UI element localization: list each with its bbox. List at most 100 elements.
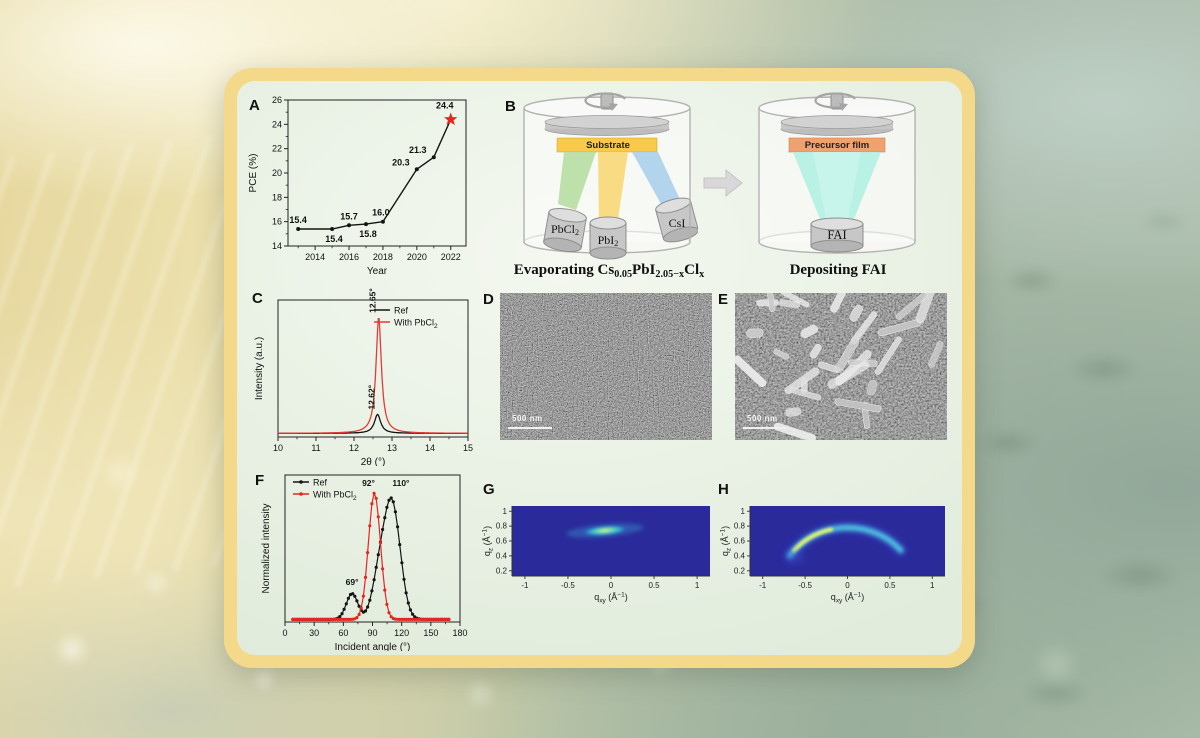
chamber-walls	[523, 108, 691, 242]
svg-text:1: 1	[930, 581, 935, 590]
svg-text:2θ (°): 2θ (°)	[361, 457, 386, 466]
svg-text:15: 15	[463, 443, 473, 453]
svg-text:13: 13	[387, 443, 397, 453]
giwaxs-map-arc: -1 -0.5 0 0.5 1 0.2 0.4 0.6 0.8 1 qxy (Å−1) qz (Å−1…	[720, 506, 945, 605]
scalebar-line-d	[508, 427, 552, 429]
svg-text:1: 1	[741, 507, 746, 516]
svg-text:69°: 69°	[346, 577, 359, 587]
rotation-arrowhead-icon	[609, 103, 618, 111]
crucible-fai	[810, 217, 864, 253]
svg-text:16: 16	[272, 217, 282, 227]
svg-text:15.4: 15.4	[325, 234, 343, 244]
incident-angle-chart: 0 30 60 90 120 150 180 Incident angle (°) Normal…	[261, 474, 468, 651]
svg-text:2018: 2018	[373, 252, 393, 262]
panel-a-label: A	[249, 97, 260, 114]
svg-text:0.2: 0.2	[734, 566, 746, 575]
svg-text:qxy (Å−1): qxy (Å−1)	[594, 592, 627, 605]
svg-text:18: 18	[272, 192, 282, 202]
rotating-disc-top	[544, 115, 670, 129]
svg-text:0.4: 0.4	[734, 551, 746, 560]
fai-source-label: FAI	[827, 228, 847, 242]
svg-text:24: 24	[272, 119, 282, 129]
svg-text:92°: 92°	[362, 478, 375, 488]
sem-grain-texture	[500, 293, 712, 440]
svg-text:Normalized intensity: Normalized intensity	[261, 503, 272, 593]
svg-text:2022: 2022	[441, 252, 461, 262]
svg-text:21.3: 21.3	[409, 145, 427, 155]
panel-b-label: B	[505, 98, 516, 115]
svg-text:10: 10	[273, 443, 283, 453]
svg-text:180: 180	[452, 628, 467, 638]
pbi2-source-label: PbI2	[597, 233, 619, 249]
scalebar-line-e	[743, 427, 787, 429]
svg-text:90: 90	[367, 628, 377, 638]
svg-text:24.4: 24.4	[436, 100, 454, 110]
svg-text:1: 1	[503, 507, 508, 516]
beam-yellow-pbi2	[598, 152, 628, 226]
svg-text:0.2: 0.2	[496, 566, 508, 575]
svg-text:0.5: 0.5	[648, 581, 660, 590]
rotation-arrowhead-icon	[839, 103, 848, 111]
svg-text:0.5: 0.5	[884, 581, 896, 590]
scalebar-label-d: 500 nm	[512, 414, 543, 423]
svg-text:Year: Year	[367, 266, 388, 277]
svg-text:PCE (%): PCE (%)	[248, 154, 259, 193]
svg-text:120: 120	[394, 628, 409, 638]
svg-text:14: 14	[272, 241, 282, 251]
svg-text:11: 11	[311, 443, 320, 453]
panel-h-label: H	[718, 481, 729, 498]
svg-text:0.6: 0.6	[496, 537, 508, 546]
svg-text:qz (Å−1): qz (Å−1)	[720, 526, 733, 556]
svg-text:15.7: 15.7	[340, 211, 358, 221]
sem-rod-crystals	[735, 293, 944, 440]
deposition-caption: Depositing FAI	[789, 262, 887, 278]
svg-text:30: 30	[309, 628, 319, 638]
svg-text:22: 22	[272, 144, 282, 154]
svg-text:Incident angle (°): Incident angle (°)	[335, 642, 411, 651]
svg-text:14: 14	[425, 443, 435, 453]
csi-source-label: CsI	[668, 216, 686, 230]
svg-text:0.4: 0.4	[496, 551, 508, 560]
crucible-pbi2	[589, 216, 627, 260]
svg-text:qxy (Å−1): qxy (Å−1)	[831, 592, 864, 605]
svg-text:12.62°: 12.62°	[367, 384, 377, 409]
svg-text:-0.5: -0.5	[798, 581, 812, 590]
pce-vs-year-chart: 2014 2016 2018 2020 202214161820222426YearPC…	[248, 95, 467, 277]
beam-cyan-fai-core	[813, 152, 861, 224]
precursor-film-label: Precursor film	[804, 140, 870, 151]
svg-text:With PbCl2: With PbCl2	[313, 490, 357, 503]
pbcl2-source-label: PbCl2	[550, 222, 580, 238]
svg-text:15.4: 15.4	[289, 215, 307, 225]
svg-text:Ref: Ref	[313, 478, 328, 488]
rotating-disc-top	[780, 115, 894, 129]
svg-text:0.8: 0.8	[734, 522, 746, 531]
svg-text:Ref: Ref	[394, 306, 409, 316]
svg-text:-1: -1	[521, 581, 529, 590]
panel-e-label: E	[718, 291, 729, 308]
deposition-chamber-diagram	[758, 92, 916, 254]
panel-d-label: D	[483, 291, 494, 308]
svg-text:150: 150	[423, 628, 438, 638]
giwaxs-map-spot: -1 -0.5 0 0.5 1 0.2 0.4 0.6 0.8 1 qxy (Å−1) qz (Å−1…	[482, 506, 710, 605]
sem-image-reference	[500, 293, 712, 440]
svg-text:Intensity (a.u.): Intensity (a.u.)	[254, 337, 265, 400]
svg-text:0: 0	[282, 628, 287, 638]
chamber-walls	[758, 108, 916, 242]
substrate-label: Substrate	[586, 140, 630, 151]
svg-text:With PbCl2: With PbCl2	[394, 318, 438, 331]
svg-text:26: 26	[272, 95, 282, 105]
svg-text:2016: 2016	[339, 252, 359, 262]
svg-text:-0.5: -0.5	[561, 581, 575, 590]
svg-text:2014: 2014	[305, 252, 325, 262]
svg-text:60: 60	[338, 628, 348, 638]
svg-text:1: 1	[695, 581, 700, 590]
svg-text:qz (Å−1): qz (Å−1)	[482, 526, 495, 556]
crucible-pbcl2	[543, 207, 587, 253]
svg-text:0.6: 0.6	[734, 537, 746, 546]
evaporation-chamber-diagram	[523, 92, 698, 260]
svg-text:15.8: 15.8	[359, 229, 377, 239]
beam-blue-csi	[632, 152, 682, 211]
rotation-arrow-icon	[814, 92, 856, 109]
